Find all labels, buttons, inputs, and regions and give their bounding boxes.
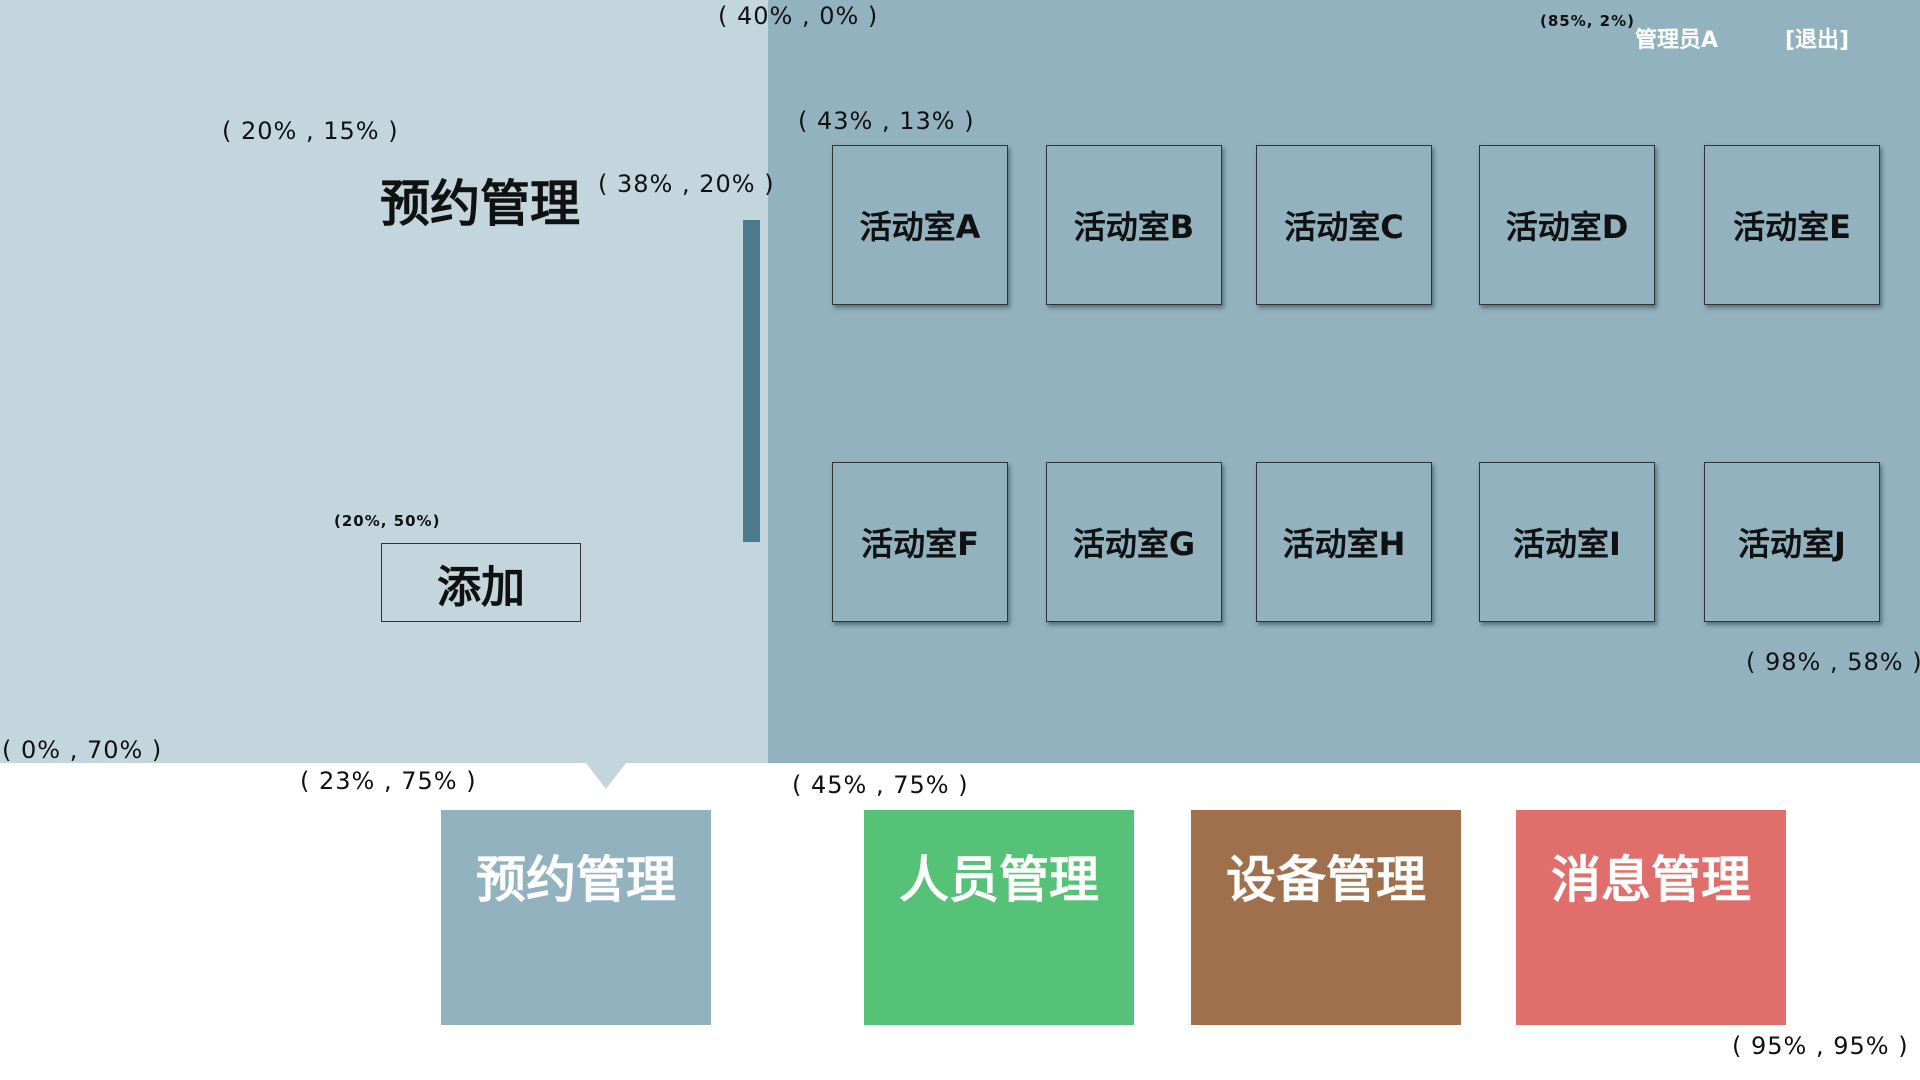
nav-tile-equipment[interactable]: 设备管理: [1191, 810, 1461, 1025]
coordinate-annotation: ( 43% , 13% ): [798, 107, 975, 135]
coordinate-annotation: ( 40% , 0% ): [718, 2, 879, 30]
nav-tile-reservation[interactable]: 预约管理: [441, 810, 711, 1025]
coordinate-annotation: ( 95% , 95% ): [1732, 1032, 1909, 1060]
coordinate-annotation: ( 23% , 75% ): [300, 767, 477, 795]
room-tile[interactable]: 活动室I: [1479, 462, 1655, 622]
logout-link[interactable]: [退出]: [1785, 28, 1850, 53]
coordinate-annotation: ( 98% , 58% ): [1746, 648, 1920, 676]
room-tile[interactable]: 活动室H: [1256, 462, 1432, 622]
page-title: 预约管理: [380, 175, 580, 233]
coordinate-annotation: (20%, 50%): [334, 512, 441, 530]
room-tile[interactable]: 活动室F: [832, 462, 1008, 622]
room-tile[interactable]: 活动室E: [1704, 145, 1880, 305]
room-tile[interactable]: 活动室J: [1704, 462, 1880, 622]
coordinate-annotation: (85%, 2%): [1540, 12, 1636, 30]
vertical-scrollbar[interactable]: [743, 220, 760, 542]
room-tile[interactable]: 活动室D: [1479, 145, 1655, 305]
coordinate-annotation: ( 45% , 75% ): [792, 771, 969, 799]
current-user-name: 管理员A: [1635, 28, 1719, 53]
nav-tile-messages[interactable]: 消息管理: [1516, 810, 1786, 1025]
room-tile[interactable]: 活动室A: [832, 145, 1008, 305]
coordinate-annotation: ( 0% , 70% ): [2, 736, 163, 764]
active-nav-pointer: [586, 763, 626, 789]
room-tile[interactable]: 活动室C: [1256, 145, 1432, 305]
room-tile[interactable]: 活动室B: [1046, 145, 1222, 305]
room-tile[interactable]: 活动室G: [1046, 462, 1222, 622]
add-button[interactable]: 添加: [381, 543, 581, 622]
coordinate-annotation: ( 20% , 15% ): [222, 117, 399, 145]
left-panel: [0, 0, 768, 763]
coordinate-annotation: ( 38% , 20% ): [598, 170, 775, 198]
right-panel: [768, 0, 1920, 763]
nav-tile-personnel[interactable]: 人员管理: [864, 810, 1134, 1025]
